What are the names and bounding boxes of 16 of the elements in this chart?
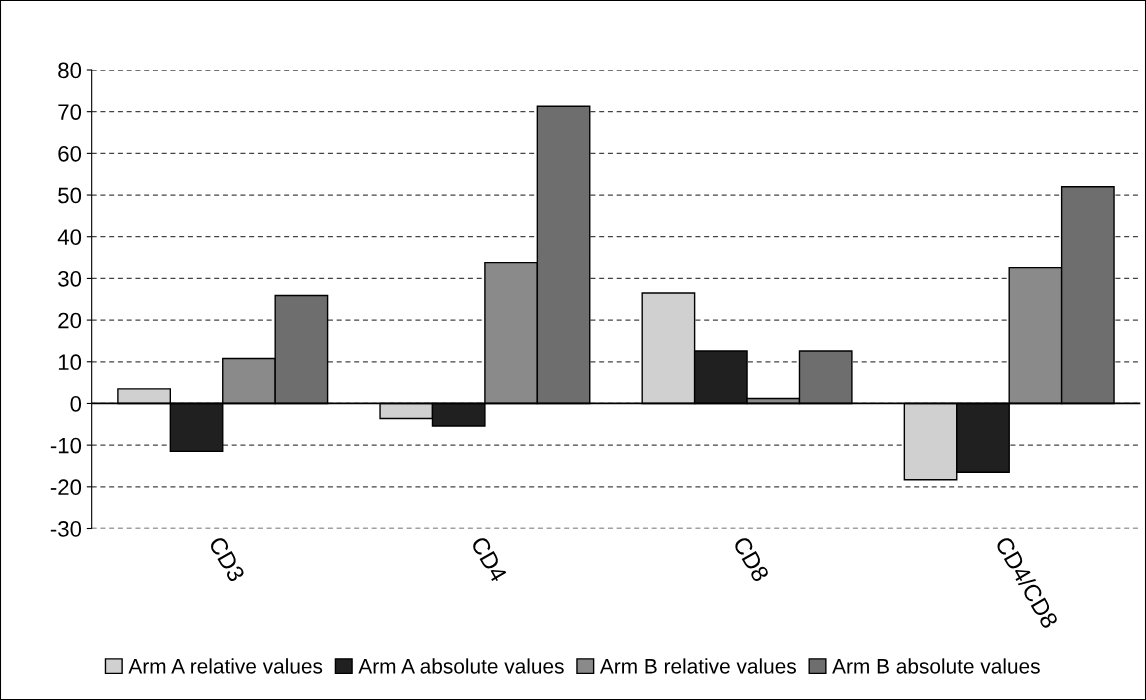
legend-label: Arm B relative values [599,658,796,674]
y-tick-label: 70 [58,104,82,120]
y-tick-label: -20 [50,479,82,496]
y-tick-label: 50 [58,187,82,204]
y-tick-label: -10 [50,437,82,454]
legend-label: Arm A relative values [128,658,323,674]
y-tick-label: 10 [58,354,82,371]
y-tick-label: 20 [58,312,82,329]
y-tick-label: 80 [58,62,82,79]
y-tick-label: 30 [58,270,82,287]
y-tick-label: 60 [58,145,82,162]
y-tick-label: 0 [70,395,82,412]
y-tick-label: 40 [57,229,82,245]
legend-label: Arm B absolute values [832,658,1040,674]
y-tick-label: -30 [50,521,82,537]
legend-label: Arm A absolute values [358,658,564,674]
